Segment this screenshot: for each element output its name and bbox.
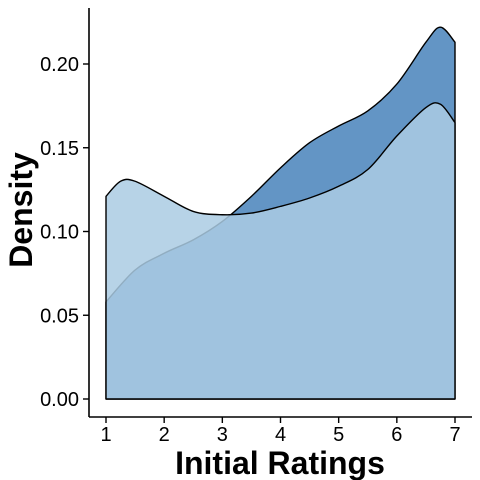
x-tick-label: 5 — [333, 424, 344, 446]
x-tick-label: 3 — [217, 424, 228, 446]
x-tick-label: 6 — [391, 424, 402, 446]
y-tick-label: 0.05 — [40, 305, 79, 327]
density-area-2 — [105, 102, 456, 400]
x-tick-label: 2 — [159, 424, 170, 446]
x-tick-label: 1 — [100, 424, 111, 446]
axes: 1 2 3 4 5 6 7 0.00 0.05 0.10 0.15 0.20 — [40, 8, 472, 446]
plot-area — [105, 26, 456, 400]
x-tick-label: 4 — [275, 424, 286, 446]
y-axis-title: Density — [3, 152, 39, 268]
y-tick-label: 0.10 — [40, 222, 79, 244]
y-tick-label: 0.20 — [40, 54, 79, 76]
y-tick-label: 0.15 — [40, 138, 79, 160]
x-axis-title: Initial Ratings — [175, 445, 385, 480]
x-tick-label: 7 — [449, 424, 460, 446]
y-tick-label: 0.00 — [40, 389, 79, 411]
